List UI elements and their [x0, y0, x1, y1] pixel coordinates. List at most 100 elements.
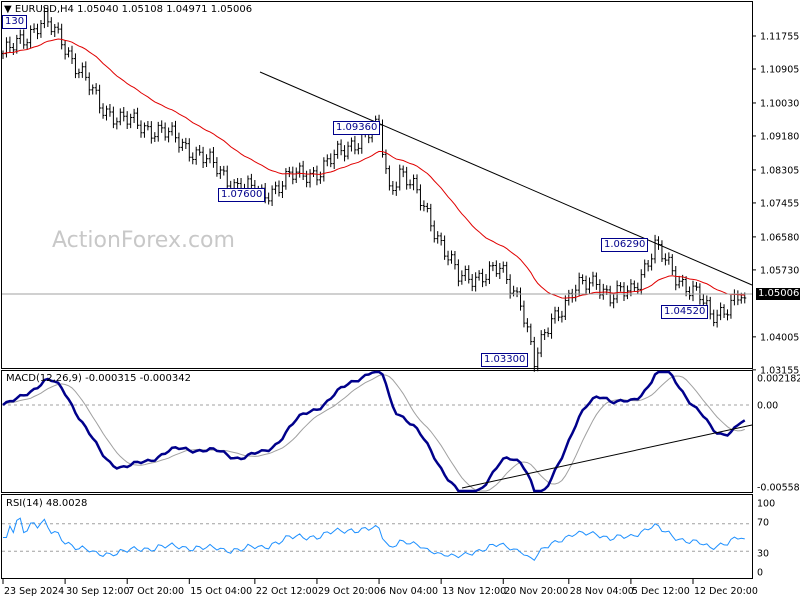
price-bar	[719, 302, 723, 321]
price-bar	[487, 261, 491, 284]
price-bar	[591, 271, 595, 287]
price-bar	[446, 250, 450, 266]
price-bar	[36, 23, 39, 40]
price-bar	[108, 103, 112, 117]
price-annotation: 1.09360	[333, 121, 381, 135]
price-bar	[570, 288, 574, 303]
price-bar	[650, 253, 654, 271]
price-bar	[343, 145, 347, 162]
price-bar	[657, 236, 660, 250]
time-axis-label: 30 Sep 12:00	[66, 586, 129, 597]
price-axis-label: 1.09180	[760, 131, 799, 142]
price-annotation: 1.04520	[661, 305, 709, 319]
price-bar	[643, 259, 647, 278]
price-bar	[63, 40, 67, 60]
time-axis-label: 5 Dec 12:00	[632, 586, 690, 597]
price-bar	[481, 268, 485, 288]
price-bar	[356, 143, 360, 155]
price-axis-label: 1.06580	[760, 232, 799, 243]
price-bar	[270, 185, 274, 206]
price-bar	[405, 166, 409, 190]
price-axis-label: 1.07455	[760, 198, 799, 209]
price-bar	[146, 120, 150, 131]
price-bar	[494, 260, 498, 277]
price-bar	[236, 178, 240, 189]
price-bar	[491, 262, 495, 272]
price-bar	[391, 180, 395, 195]
current-price-label: 1.05006	[756, 288, 800, 300]
price-bar	[142, 122, 146, 138]
price-bar	[277, 180, 281, 197]
price-bar	[318, 171, 322, 184]
price-bar	[387, 165, 391, 191]
price-bar	[336, 140, 340, 159]
dropdown-icon[interactable]: ▼	[4, 4, 12, 15]
rsi-label: RSI(14) 48.0028	[6, 498, 88, 509]
price-bar	[98, 84, 102, 114]
price-bar	[339, 139, 343, 156]
price-bar	[46, 6, 50, 28]
price-bar	[8, 36, 12, 53]
macd-label: MACD(12,26,9) -0.000315 -0.000342	[6, 373, 191, 384]
price-annotation: 1.06290	[601, 238, 649, 252]
rsi-axis-label: 100	[757, 499, 775, 510]
high-value: 1.05108	[121, 4, 163, 15]
price-bar	[280, 181, 284, 198]
macd-axis-label: 0.00	[757, 401, 778, 412]
price-bar	[49, 17, 53, 36]
price-bar	[170, 122, 174, 136]
price-bar	[129, 113, 133, 129]
price-bar	[101, 103, 105, 119]
price-bar	[291, 166, 295, 185]
time-axis-label: 28 Nov 04:00	[570, 586, 634, 597]
price-bar	[577, 272, 581, 296]
price-bar	[594, 272, 598, 290]
macd-panel-frame	[1, 370, 753, 493]
macd-line	[2, 370, 746, 493]
price-bar	[329, 153, 333, 168]
price-bar	[132, 108, 136, 123]
price-bar	[456, 259, 460, 287]
price-bar	[42, 6, 46, 29]
price-bar	[736, 290, 740, 306]
price-axis-label: 1.10905	[760, 64, 799, 75]
price-bar	[301, 160, 305, 181]
price-bar	[401, 165, 405, 178]
price-bar	[156, 121, 160, 142]
price-bar	[287, 166, 291, 178]
price-bar	[670, 254, 674, 275]
price-bar	[677, 275, 681, 289]
main-panel-frame	[1, 1, 753, 369]
price-bar	[312, 166, 315, 177]
price-bar	[550, 313, 554, 339]
price-bar	[94, 83, 98, 95]
price-bar	[73, 53, 77, 79]
price-bar	[515, 287, 519, 298]
price-bar	[322, 157, 326, 182]
macd-trendline	[461, 424, 753, 489]
price-bar	[353, 135, 357, 155]
macd-axis-label: -0.005584	[757, 483, 800, 494]
price-bar	[732, 289, 736, 306]
price-bar	[198, 145, 202, 156]
price-bar	[574, 284, 578, 302]
price-bar	[684, 276, 688, 297]
price-bar	[484, 273, 488, 287]
price-bar	[629, 279, 633, 297]
price-bar	[180, 138, 184, 151]
price-bar	[439, 232, 443, 246]
price-bar	[674, 265, 678, 291]
price-bar	[632, 280, 636, 292]
price-bar	[308, 169, 312, 188]
price-bar	[412, 174, 416, 191]
price-axis-label: 1.08305	[760, 165, 799, 176]
price-bar	[149, 121, 153, 144]
price-bar	[125, 111, 129, 130]
price-bar	[429, 203, 433, 232]
price-bar	[474, 272, 478, 292]
price-bar	[225, 165, 229, 191]
time-axis-label: 12 Dec 20:00	[694, 586, 758, 597]
price-bar	[67, 47, 71, 58]
price-bar	[87, 72, 91, 96]
